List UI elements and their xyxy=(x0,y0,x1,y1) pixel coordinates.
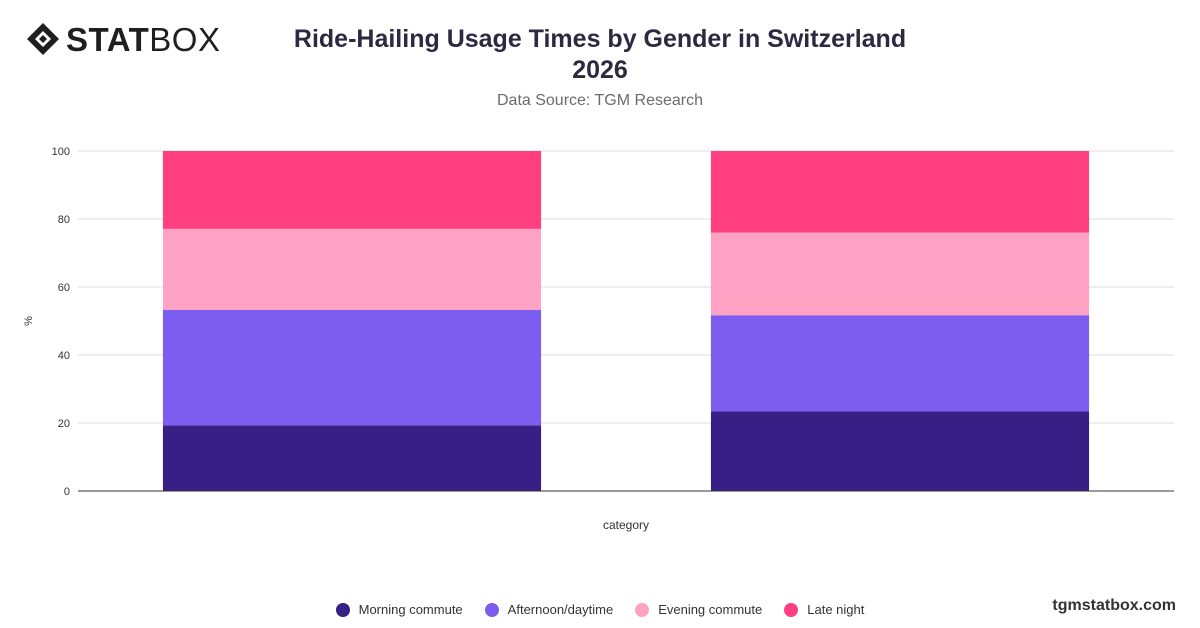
y-tick-label: 60 xyxy=(58,282,70,294)
legend-item: Late night xyxy=(784,602,864,617)
bar-segment xyxy=(162,228,542,310)
legend-label: Afternoon/daytime xyxy=(507,602,614,617)
legend-label: Evening commute xyxy=(658,602,763,617)
legend-label: Morning commute xyxy=(358,602,463,617)
stacked-bar-chart: 0 20 40 60 80 100% category xyxy=(23,146,1174,532)
bar-segment xyxy=(162,309,542,426)
legend-swatch xyxy=(484,602,499,617)
x-axis-label: category xyxy=(603,518,649,532)
bar-segment xyxy=(710,411,1090,491)
footer-brand: tgmstatbox.com xyxy=(1052,597,1176,614)
chart-legend: Morning commute Afternoon/daytime Evening … xyxy=(0,602,1200,617)
y-tick-label: 80 xyxy=(58,214,70,226)
chart-subtitle: Data Source: TGM Research xyxy=(496,92,703,109)
bar-segment xyxy=(710,151,1090,233)
logo-wordmark-bold: STAT xyxy=(66,20,150,58)
bar-segment xyxy=(162,151,542,229)
legend-item: Evening commute xyxy=(635,602,762,617)
chart-title: Ride-Hailing Usage Times by Gender in Sw… xyxy=(290,24,910,86)
bar-segment xyxy=(162,425,542,491)
legend-swatch xyxy=(335,602,350,617)
statbox-diamond-icon xyxy=(27,23,59,55)
legend-swatch xyxy=(635,602,650,617)
y-tick-label: 40 xyxy=(58,350,70,362)
logo-wordmark: STATBOX xyxy=(66,23,220,56)
chart-title-line2: 2026 xyxy=(572,56,628,84)
legend-item: Morning commute xyxy=(335,602,463,617)
y-axis-label: % xyxy=(23,316,35,326)
legend-label: Late night xyxy=(807,602,865,617)
bar-segment xyxy=(710,232,1090,316)
legend-swatch xyxy=(784,602,799,617)
logo-wordmark-light: BOX xyxy=(149,20,221,58)
legend-item: Afternoon/daytime xyxy=(484,602,614,617)
y-tick-label: 20 xyxy=(58,418,70,430)
y-tick-label: 100 xyxy=(52,146,70,158)
y-tick-label: 0 xyxy=(64,486,70,498)
statbox-logo: STATBOX xyxy=(26,22,220,56)
bar-segment xyxy=(710,315,1090,412)
chart-title-line1: Ride-Hailing Usage Times by Gender in Sw… xyxy=(293,25,907,53)
